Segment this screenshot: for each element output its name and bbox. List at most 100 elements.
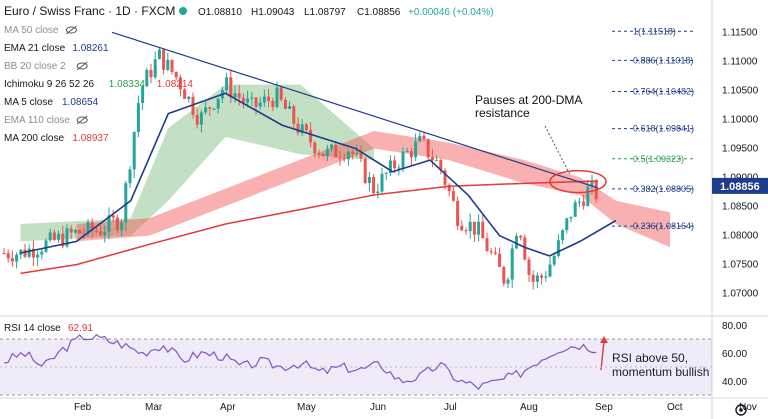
candle-body [380, 173, 384, 192]
annotation-rsi: RSI above 50, [612, 351, 688, 365]
fibonacci-levels: 1(1.11518) 0.886(1.11018) 0.764(1.10482) 0.… [612, 26, 695, 231]
candle-body [90, 222, 94, 231]
candle-body [279, 87, 283, 100]
fib-label: 0.236(1.08164) [633, 221, 694, 231]
ema21-line [20, 92, 617, 257]
rsi-tick-label: 40.00 [722, 377, 747, 388]
legend-item-label: MA 200 close [4, 133, 64, 144]
ma200-line [20, 180, 599, 275]
gear-ring [735, 404, 747, 416]
candle-body [397, 167, 401, 169]
candle-body [552, 255, 556, 265]
candle-body [128, 169, 132, 184]
cloud-bullish [20, 84, 374, 242]
candle-body [73, 229, 77, 233]
annotation-pointer [544, 125, 571, 175]
candle-body [52, 232, 56, 240]
legend-item-value2: 1.08214 [157, 79, 194, 90]
time-tick-label: Jun [370, 402, 386, 413]
candle-body [262, 96, 266, 103]
candle-body [477, 221, 481, 235]
rsi-tick-label: 80.00 [722, 321, 747, 332]
candle-body [309, 129, 313, 143]
resistance-circle [549, 169, 607, 194]
candle-body [472, 221, 476, 235]
candle-body [204, 107, 208, 113]
price-tick-label: 1.08000 [722, 231, 759, 242]
candle-body [384, 173, 388, 175]
legend-item-label: Ichimoku 9 26 52 26 [4, 79, 94, 90]
eye-slash-icon[interactable] [76, 115, 88, 125]
candle-body [99, 231, 103, 235]
candle-body [191, 96, 195, 115]
candle-body [464, 230, 468, 232]
candle-body [510, 248, 514, 280]
candle-body [271, 100, 275, 107]
candle-body [573, 202, 577, 217]
candle-body [321, 153, 325, 157]
candle-body [561, 230, 565, 241]
last-price-label: 1.08856 [720, 181, 760, 193]
candle-body [498, 253, 502, 267]
price-tick-label: 1.08500 [722, 202, 759, 213]
candle-body [338, 157, 342, 159]
candle-body [401, 151, 405, 168]
candle-body [31, 248, 35, 258]
time-tick-label: Feb [74, 402, 92, 413]
candle-body [485, 238, 489, 252]
rsi-tick-label: 60.00 [722, 349, 747, 360]
candle-body [359, 152, 363, 159]
candle-body [120, 222, 124, 231]
eye-slash-icon[interactable] [76, 61, 88, 71]
time-tick-label: Apr [220, 402, 236, 413]
price-tick-label: 1.10000 [722, 114, 759, 125]
legend-item-value: 1.08937 [72, 133, 109, 144]
eye-slash-icon[interactable] [65, 25, 77, 35]
eye-slash [76, 115, 88, 125]
candle-body [208, 107, 212, 109]
fib-label: 0.764(1.10482) [633, 86, 694, 96]
rsi-value: 62.91 [68, 323, 93, 334]
candle-body [439, 160, 443, 171]
candle-body [107, 215, 111, 232]
candle-body [199, 112, 203, 125]
candle-body [577, 201, 581, 203]
candle-body [94, 230, 98, 232]
time-tick-label: May [297, 402, 316, 413]
candle-body [170, 59, 174, 72]
candle-body [283, 99, 287, 109]
candle-body [456, 200, 460, 226]
time-tick-label: Oct [667, 402, 683, 413]
annotation-rsi: momentum bullish [612, 365, 709, 379]
rsi-panel: 80.00 60.00 40.00 RSI 14 close 62.91 [0, 321, 747, 396]
candle-body [145, 69, 149, 87]
candle-body [409, 151, 413, 158]
gear-icon[interactable] [735, 404, 747, 416]
candle-body [288, 106, 292, 109]
ohlc-c: C1.08856 [357, 7, 401, 18]
candle-body [115, 217, 119, 231]
cloud-bearish [76, 131, 670, 248]
rsi-arrow [600, 340, 605, 371]
price-tick-label: 1.07500 [722, 260, 759, 271]
ohlc-h: H1.09043 [251, 7, 295, 18]
candle-body [460, 225, 464, 231]
candle-body [363, 158, 367, 184]
legend-item-value: 1.08654 [62, 97, 99, 108]
eye-slash [76, 61, 88, 71]
candle-body [124, 183, 128, 223]
candle-body [527, 259, 531, 275]
candle-body [523, 237, 527, 260]
candle-body [342, 158, 346, 160]
candle-body [304, 124, 308, 130]
legend-item-value: 1.08334 [109, 79, 146, 90]
candle-body [535, 275, 539, 282]
candle-body [153, 59, 157, 78]
time-tick-label: Aug [520, 402, 538, 413]
candle-body [468, 221, 472, 232]
candle-body [195, 114, 199, 125]
candle-body [258, 102, 262, 107]
candle-body [254, 97, 258, 107]
candle-body [132, 131, 136, 170]
